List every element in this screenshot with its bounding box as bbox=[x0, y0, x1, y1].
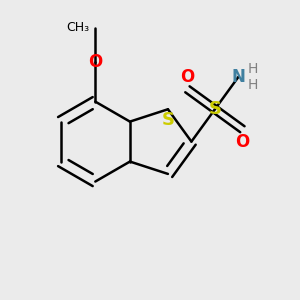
Text: H: H bbox=[248, 78, 258, 92]
Text: N: N bbox=[232, 68, 245, 86]
Text: O: O bbox=[88, 53, 102, 71]
Text: S: S bbox=[161, 111, 174, 129]
Text: S: S bbox=[208, 100, 221, 118]
Text: H: H bbox=[248, 61, 258, 76]
Text: CH₃: CH₃ bbox=[66, 21, 89, 34]
Text: O: O bbox=[180, 68, 195, 86]
Text: O: O bbox=[235, 133, 250, 151]
